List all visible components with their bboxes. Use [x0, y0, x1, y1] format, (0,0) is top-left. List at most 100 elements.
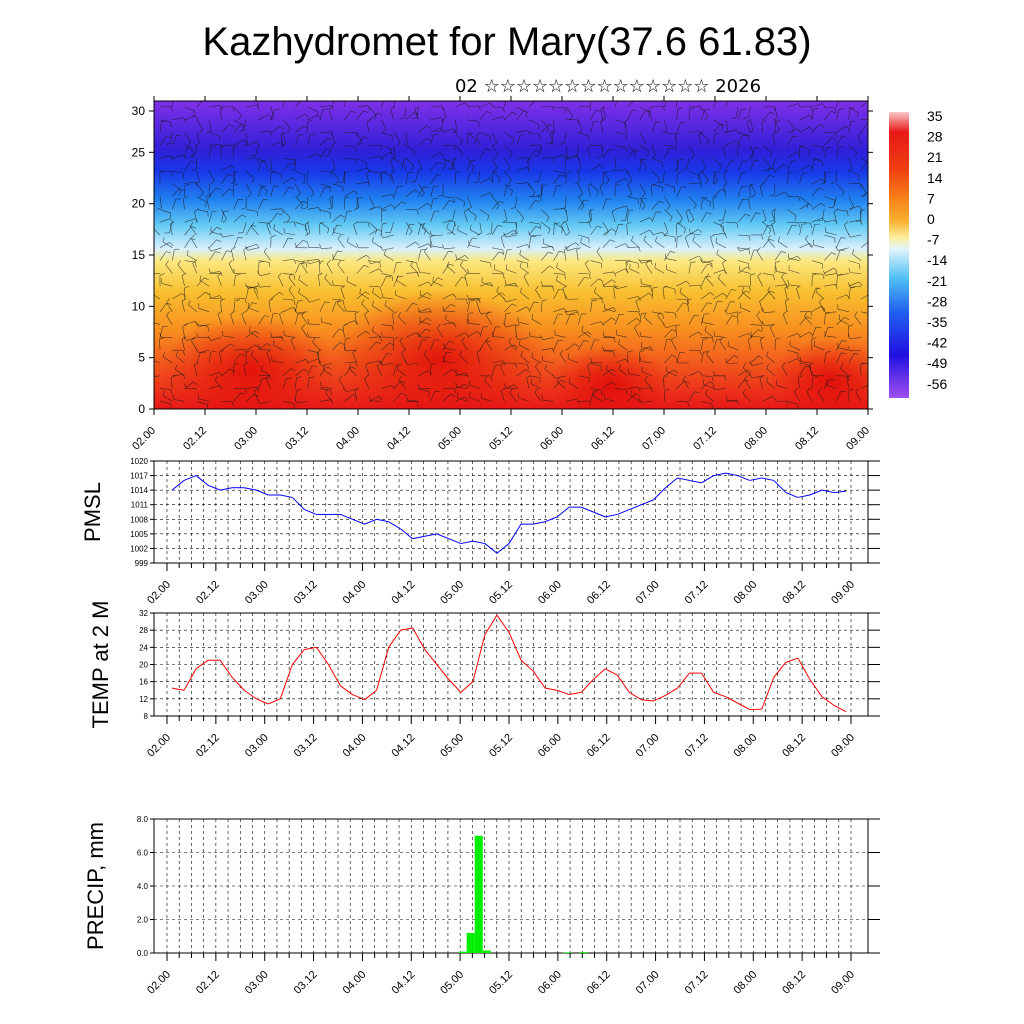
wind-barb-flag	[611, 208, 617, 212]
wind-barb-flag	[712, 384, 716, 390]
wind-barb	[686, 158, 690, 170]
wind-barb	[600, 108, 604, 120]
wind-barb	[565, 310, 577, 313]
wind-barb-flag	[392, 311, 398, 314]
wind-barb	[270, 186, 275, 197]
x-tick-label: 03.12	[292, 732, 320, 760]
wind-barb	[676, 380, 685, 389]
wind-barb-flag	[165, 143, 171, 145]
wind-barb-flag	[216, 239, 222, 243]
wind-barb	[272, 360, 284, 364]
wind-barb-flag	[515, 363, 518, 369]
wind-barb	[245, 183, 252, 194]
wind-barb-flag	[484, 376, 487, 381]
wind-barb	[565, 222, 570, 233]
wind-barb-flag	[697, 175, 700, 181]
wind-barb-flag	[411, 117, 417, 120]
wind-barb	[418, 138, 427, 146]
colorbar-label: 21	[927, 149, 943, 165]
wind-barb-flag	[345, 337, 351, 340]
wind-barb	[580, 242, 591, 249]
wind-barb	[614, 243, 626, 249]
wind-barb-flag	[192, 151, 195, 157]
wind-barb-flag	[233, 145, 239, 148]
x-tick-label: 04.12	[389, 732, 417, 760]
wind-barb	[454, 119, 458, 131]
wind-barb	[430, 105, 442, 108]
wind-barb	[714, 388, 726, 390]
x-tick-label: 07.12	[683, 732, 711, 760]
wind-barb	[393, 101, 396, 108]
wind-barb-flag	[427, 370, 432, 375]
wind-barb	[319, 137, 329, 146]
wind-barb-flag	[588, 400, 592, 406]
wind-barb	[333, 285, 345, 287]
wind-barb-flag	[256, 105, 260, 110]
wind-barb	[467, 160, 471, 172]
wind-barb-flag	[712, 370, 716, 376]
wind-barb	[713, 232, 725, 236]
wind-barb	[319, 183, 331, 187]
wind-barb-flag	[307, 332, 310, 338]
wind-barb-flag	[745, 213, 751, 217]
wind-barb	[676, 172, 678, 184]
wind-barb-flag	[662, 130, 667, 134]
wind-barb	[159, 196, 162, 208]
wind-barb	[184, 161, 191, 172]
wind-barb	[516, 362, 528, 365]
wind-barb-flag	[508, 337, 512, 343]
wind-barb-flag	[256, 141, 260, 147]
pmsl-line-segment	[653, 487, 666, 501]
wind-barb-flag	[194, 181, 200, 185]
wind-barb	[837, 273, 849, 276]
wind-barb-flag	[564, 274, 566, 280]
wind-barb	[590, 321, 602, 325]
wind-barb-flag	[244, 298, 247, 304]
wind-barb	[172, 170, 184, 174]
wind-barb	[504, 209, 508, 221]
wind-barb-flag	[378, 396, 383, 401]
wind-barb-flag	[799, 356, 802, 362]
wind-barb	[405, 224, 410, 236]
wind-barb	[504, 111, 513, 121]
wind-barb	[182, 198, 185, 210]
wind-barb	[354, 313, 358, 325]
wind-barb-flag	[390, 106, 396, 110]
wind-barb-flag	[217, 272, 222, 277]
wind-barb	[259, 401, 271, 404]
wind-barb	[354, 390, 358, 402]
wind-barb-flag	[749, 183, 755, 186]
wind-barb	[702, 322, 714, 325]
wind-barb	[181, 275, 185, 287]
wind-barb	[771, 224, 776, 236]
wind-barb-flag	[568, 377, 571, 383]
wind-barb-flag	[228, 124, 234, 127]
temp-line-segment	[665, 687, 678, 696]
heatmap-x-tick-label: 02.00	[130, 425, 158, 453]
wind-barb	[782, 314, 788, 325]
wind-barb	[491, 326, 496, 338]
wind-barb	[418, 292, 428, 300]
wind-barb	[840, 368, 849, 377]
wind-barb	[553, 221, 563, 229]
wind-barb	[356, 132, 363, 143]
wind-barb	[442, 221, 454, 223]
wind-barb	[393, 201, 402, 210]
wind-barb-flag	[260, 365, 263, 371]
wind-barb-flag	[545, 127, 549, 133]
wind-barb	[516, 306, 527, 313]
wind-barb	[712, 198, 714, 210]
wind-barb-flag	[279, 292, 284, 296]
wind-barb-flag	[838, 314, 841, 320]
wind-barb-flag	[280, 131, 286, 135]
wind-barb-flag	[725, 395, 728, 401]
wind-barb	[799, 164, 809, 172]
wind-barb	[676, 280, 687, 287]
wind-barb-flag	[576, 310, 580, 315]
wind-barb	[424, 251, 431, 261]
wind-barb	[479, 192, 491, 197]
wind-barb-flag	[551, 105, 555, 111]
wind-barb	[737, 199, 743, 210]
wind-barb	[196, 291, 206, 300]
wind-barb-flag	[855, 220, 861, 223]
